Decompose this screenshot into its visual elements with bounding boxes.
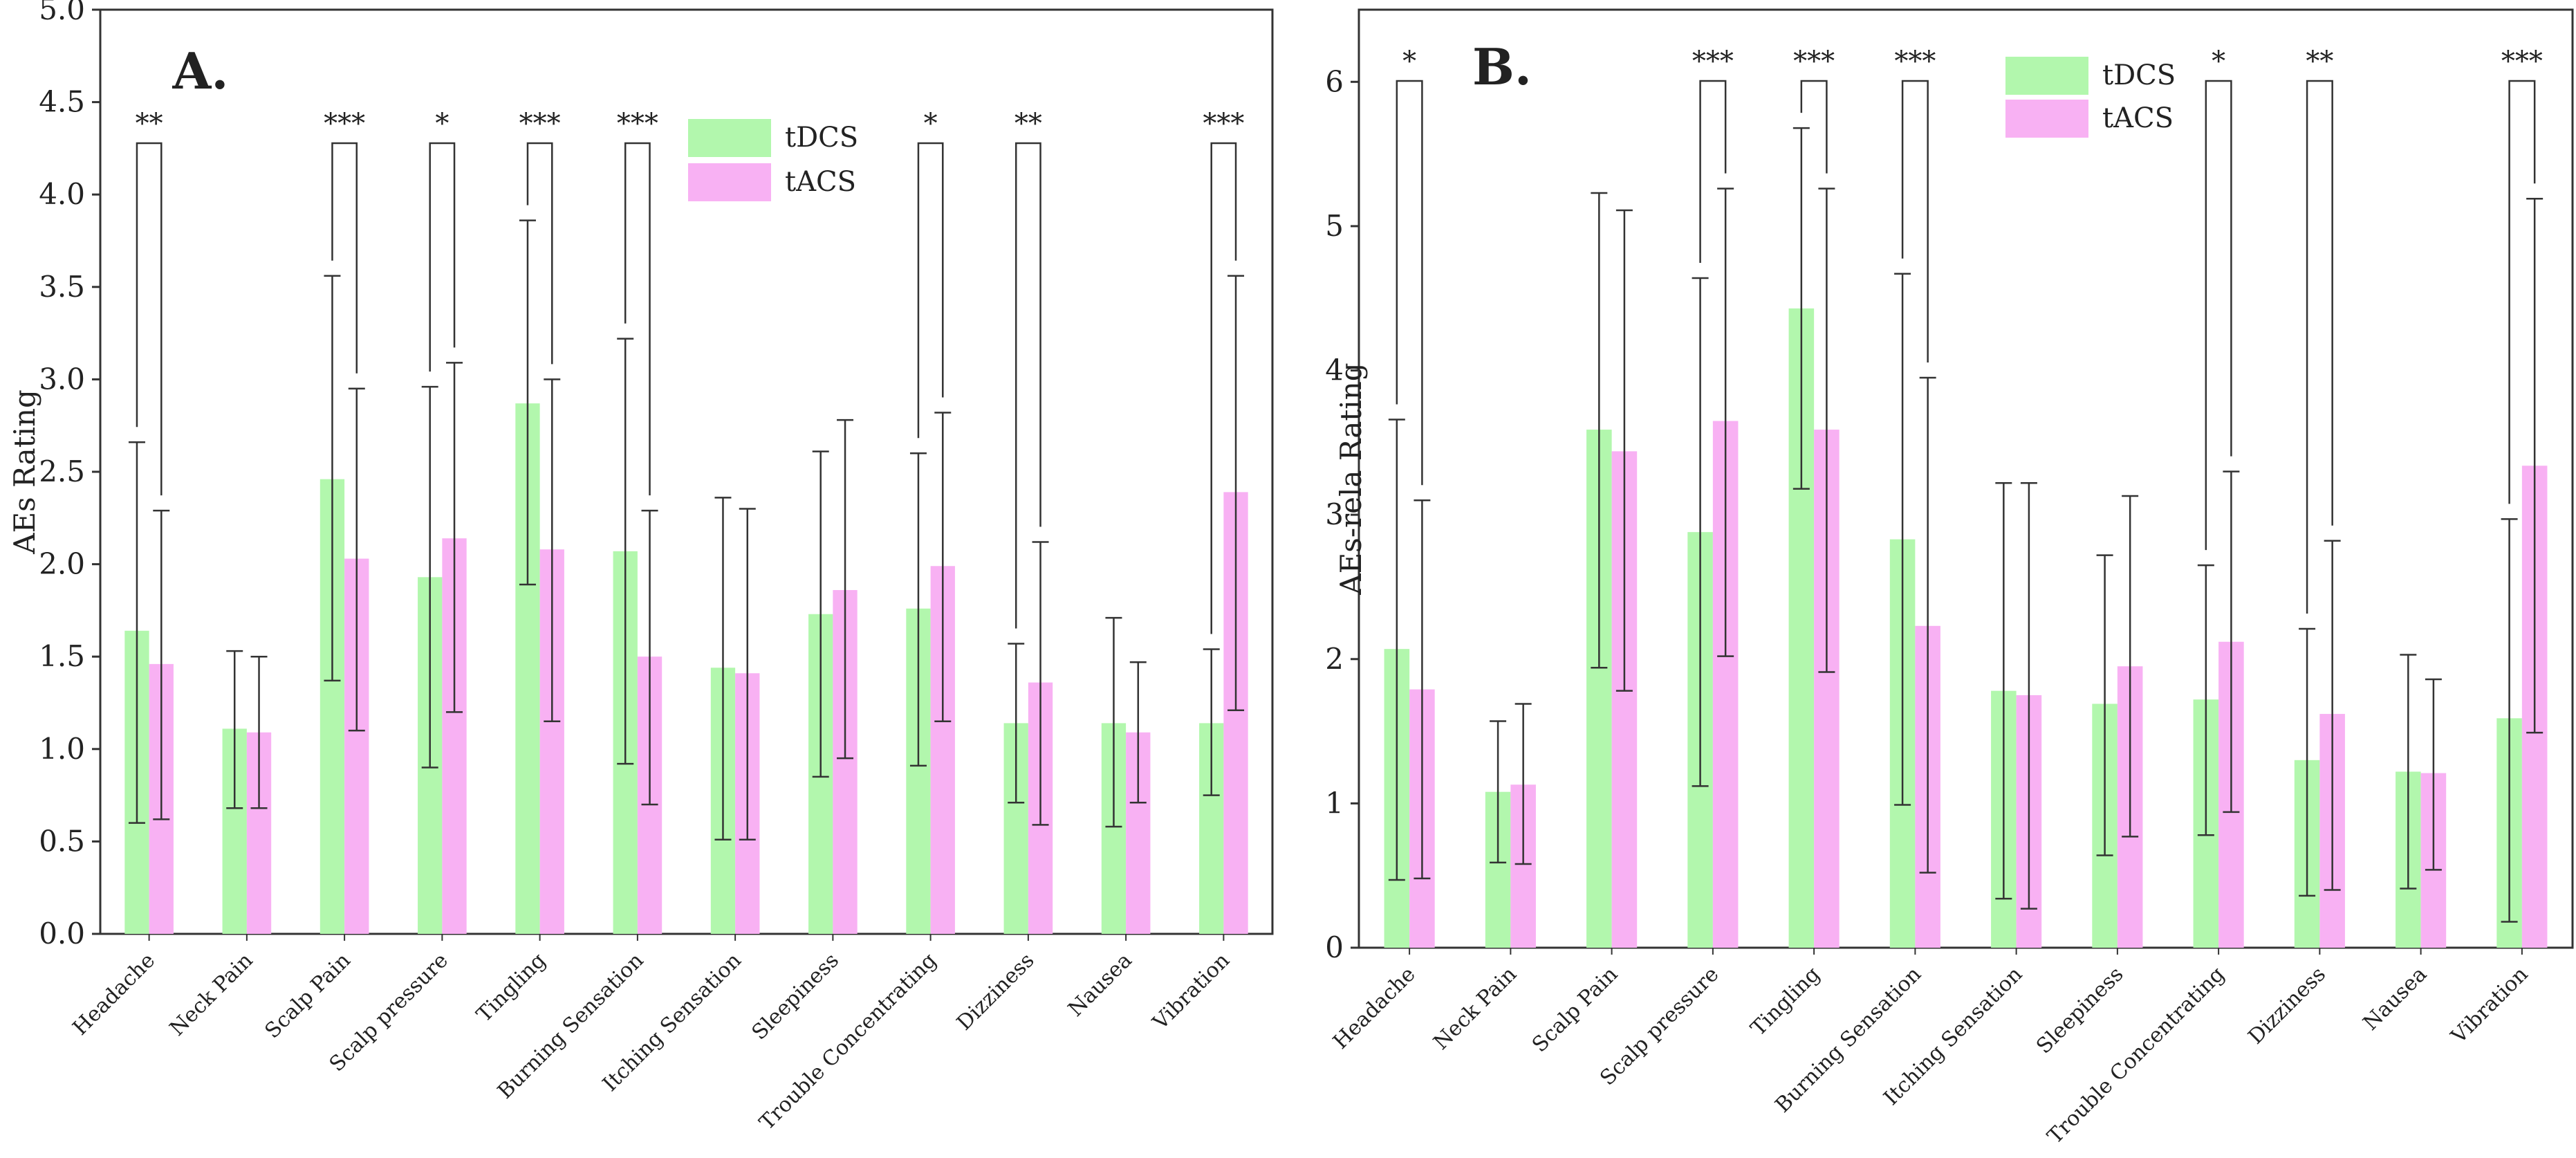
panel-b: 0 1 2 3 4 5 6 AEs-rela Rating B. Headache Neck Pai…	[1325, 8, 2574, 1149]
significance-label: **	[136, 108, 163, 140]
y-axis-title: AEs Rating	[8, 389, 41, 555]
x-tick-label: Dizziness	[952, 948, 1039, 1036]
significance-bracket-trouble-concentrating	[917, 142, 944, 439]
y-tick-label: 3.0	[39, 362, 85, 396]
x-tick-label: Nausea	[1064, 948, 1137, 1022]
significance-label: *	[435, 108, 449, 140]
y-axis-title: AEs-rela Rating	[1334, 362, 1368, 595]
x-tick-label: Scalp Pain	[1528, 962, 1622, 1057]
y-tick-label: 0.5	[39, 824, 85, 858]
significance-label: **	[1014, 108, 1042, 140]
plot-frame	[99, 8, 1274, 935]
y-tick-label: 3.5	[39, 270, 85, 304]
x-tick-label: Trouble Concentrating	[755, 948, 942, 1135]
x-tick-label: Trouble Concentrating	[2043, 962, 2230, 1149]
y-tick-label: 4.0	[39, 177, 85, 211]
significance-bracket-burning-sensation	[1901, 80, 1929, 362]
panel-a: 0.0 0.5 1.0 1.5 2.0 2.5 3.0 3.5 4.0 4.5 5.0 AEs Rat…	[8, 0, 1274, 1135]
y-tick-label: 2.5	[39, 454, 85, 488]
significance-bracket-scalp-pressure	[1699, 80, 1727, 264]
panel-label: B.	[1472, 37, 1532, 96]
legend-label-tacs: tACS	[785, 166, 856, 198]
significance-label: *	[2212, 46, 2225, 77]
x-tick-label: Neck Pain	[1429, 962, 1521, 1055]
significance-label: ***	[617, 108, 658, 140]
y-tick-label: 1	[1325, 786, 1344, 820]
significance-bracket-headache	[1396, 80, 1423, 486]
x-tick-label: Tingling	[1746, 962, 1825, 1041]
significance-bracket-scalp-pain	[331, 142, 358, 374]
y-tick-label: 5	[1325, 209, 1344, 243]
significance-bracket-headache	[136, 142, 163, 496]
x-tick-label: Vibration	[2446, 962, 2532, 1049]
y-tick-label: 3	[1325, 497, 1344, 531]
significance-label: ***	[324, 108, 365, 140]
significance-bracket-vibration	[1210, 142, 1237, 634]
x-tick-label: Sleepiness	[2032, 962, 2129, 1059]
x-tick-label: Dizziness	[2243, 962, 2331, 1049]
x-tick-label: Sleepiness	[747, 948, 844, 1045]
y-tick-label: 1.0	[39, 732, 85, 766]
legend-label-tdcs: tDCS	[785, 122, 858, 154]
significance-label: ***	[2501, 46, 2543, 77]
panel-label: A.	[172, 42, 229, 100]
significance-bracket-dizziness	[1014, 142, 1041, 629]
y-tick-label: 6	[1325, 64, 1344, 98]
plot-frame	[1358, 8, 2574, 949]
legend-swatch-tacs	[2005, 100, 2088, 138]
legend-swatch-tacs	[688, 163, 771, 201]
significance-bracket-tingling	[526, 142, 553, 365]
y-tick-label: 4	[1325, 353, 1344, 387]
y-tick-label: 5.0	[39, 0, 85, 26]
legend-label-tdcs: tDCS	[2102, 59, 2176, 91]
x-tick-label: Headache	[68, 948, 160, 1040]
y-tick-label: 1.5	[39, 639, 85, 673]
significance-label: *	[924, 108, 938, 140]
significance-bracket-burning-sensation	[624, 142, 651, 496]
y-tick-label: 2.0	[39, 547, 85, 581]
y-tick-label: 2	[1325, 642, 1344, 676]
significance-bracket-vibration	[2508, 80, 2536, 504]
y-tick-label: 4.5	[39, 85, 85, 119]
significance-bracket-tingling	[1800, 80, 1828, 174]
legend-swatch-tdcs	[688, 119, 771, 157]
significance-label: ***	[1894, 46, 1936, 77]
significance-label: ***	[519, 108, 561, 140]
y-tick-label: 0.0	[39, 917, 85, 950]
significance-label: ***	[1203, 108, 1244, 140]
x-tick-label: Vibration	[1148, 948, 1234, 1035]
significance-bracket-dizziness	[2306, 80, 2333, 614]
significance-label: *	[1402, 46, 1416, 77]
legend-swatch-tdcs	[2005, 57, 2088, 95]
significance-label: **	[2306, 46, 2333, 77]
significance-bracket-scalp-pressure	[429, 142, 456, 372]
x-tick-label: Neck Pain	[165, 948, 258, 1041]
x-tick-label: Tingling	[472, 948, 551, 1027]
significance-label: ***	[1692, 46, 1734, 77]
x-tick-label: Scalp Pain	[260, 948, 355, 1043]
x-tick-label: Nausea	[2359, 962, 2432, 1036]
x-tick-label: Headache	[1328, 962, 1420, 1054]
significance-label: ***	[1793, 46, 1835, 77]
y-tick-label: 0	[1325, 930, 1344, 964]
significance-bracket-trouble-concentrating	[2205, 80, 2232, 551]
legend-label-tacs: tACS	[2102, 102, 2174, 134]
